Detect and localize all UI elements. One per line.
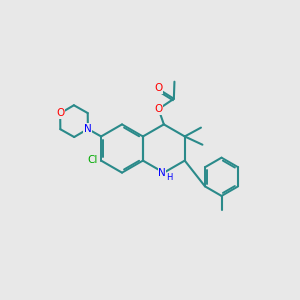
Text: O: O [154, 83, 162, 93]
Text: O: O [154, 104, 163, 114]
Text: O: O [56, 108, 64, 118]
Text: Cl: Cl [88, 155, 98, 165]
Text: H: H [167, 173, 173, 182]
Text: N: N [158, 168, 166, 178]
Text: N: N [84, 124, 92, 134]
